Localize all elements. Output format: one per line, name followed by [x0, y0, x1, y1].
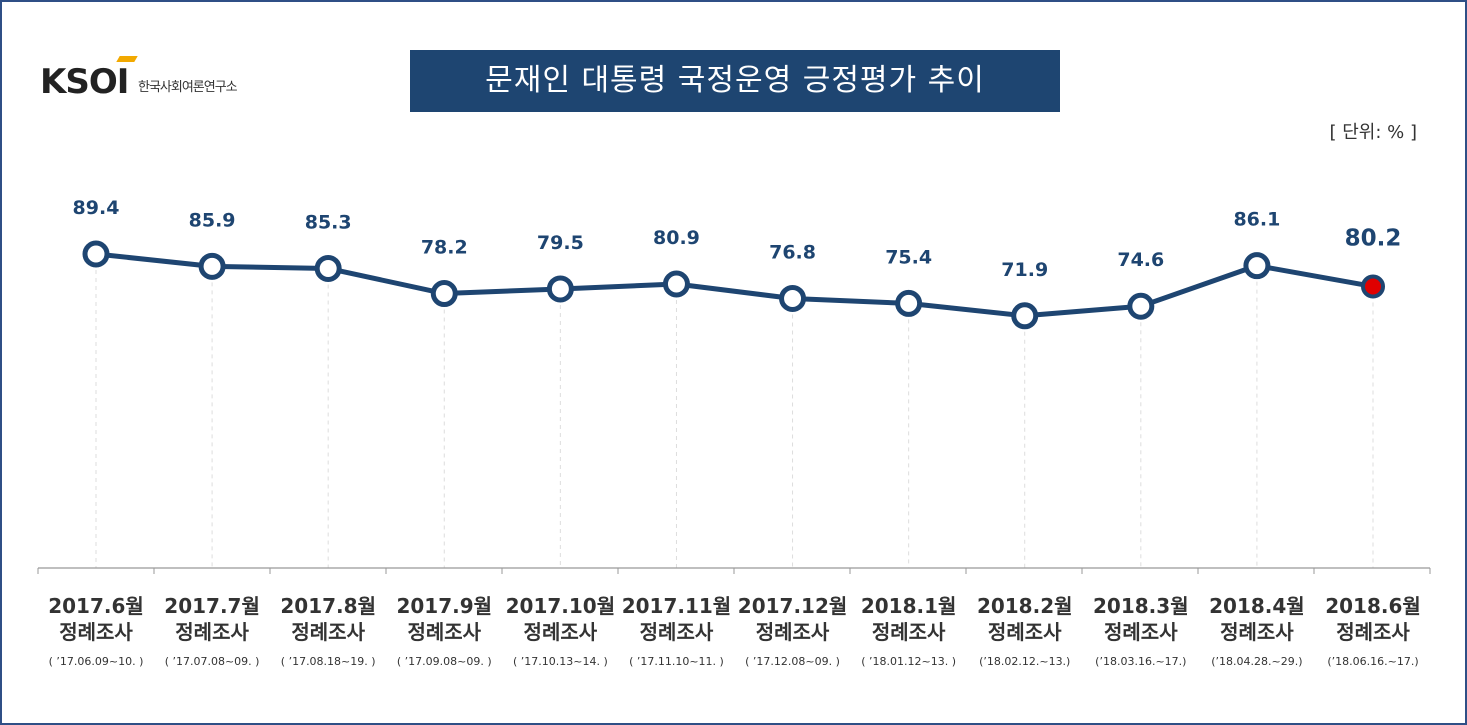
data-label: 76.8	[769, 241, 816, 263]
data-point-marker	[198, 252, 226, 280]
x-tick-label-dates: ( ’17.12.08~09. )	[745, 655, 840, 668]
data-point-marker	[546, 275, 574, 303]
chart-title: 문재인 대통령 국정운영 긍정평가 추이	[410, 50, 1060, 112]
x-tick-label-dates: ( ’17.07.08~09. )	[165, 655, 260, 668]
x-tick-label-month: 2017.9월	[396, 594, 492, 618]
data-point-marker	[1243, 252, 1271, 280]
x-tick-label-month: 2017.8월	[280, 594, 376, 618]
logo-org-name: 한국사회여론연구소	[138, 80, 238, 95]
x-tick-label-survey: 정례조사	[175, 620, 249, 644]
x-tick-label-survey: 정례조사	[291, 620, 365, 644]
data-label: 78.2	[421, 237, 468, 259]
x-tick-label-dates: ( ’17.10.13~14. )	[513, 655, 608, 668]
x-tick-label-survey: 정례조사	[59, 620, 133, 644]
x-tick-label-dates: (’18.03.16.~17.)	[1095, 655, 1186, 668]
logo-mark: KSOI	[40, 62, 129, 102]
data-point-marker	[779, 284, 807, 312]
x-tick-label-dates: ( ’17.06.09~10. )	[49, 655, 144, 668]
data-label: 71.9	[1001, 259, 1048, 281]
x-tick-label-survey: 정례조사	[640, 620, 714, 644]
x-tick-label-month: 2017.10월	[506, 594, 616, 618]
data-point-marker	[82, 240, 110, 268]
data-point-marker	[895, 289, 923, 317]
data-label: 75.4	[885, 246, 932, 268]
series-line	[95, 251, 1374, 319]
x-tick-label-survey: 정례조사	[1336, 620, 1410, 644]
x-tick-label-month: 2018.6월	[1325, 594, 1421, 618]
x-tick-label-dates: (’18.06.16.~17.)	[1327, 655, 1418, 668]
data-point-marker	[1127, 292, 1155, 320]
x-tick-label-dates: (’18.04.28.~29.)	[1211, 655, 1302, 668]
x-tick-label-dates: ( ’17.09.08~09. )	[397, 655, 492, 668]
data-point-marker	[1361, 274, 1385, 299]
data-label: 74.6	[1117, 249, 1164, 271]
x-tick-label-month: 2018.2월	[977, 594, 1073, 618]
data-point-marker	[314, 254, 342, 282]
data-label: 89.4	[73, 197, 120, 219]
x-tick-label-survey: 정례조사	[988, 620, 1062, 644]
data-label: 80.9	[653, 227, 700, 249]
data-label: 85.3	[305, 211, 352, 233]
x-tick-label-month: 2017.7월	[164, 594, 260, 618]
data-label: 79.5	[537, 232, 584, 254]
data-label: 86.1	[1233, 209, 1280, 231]
x-tick-label-month: 2018.3월	[1093, 594, 1189, 618]
x-tick-label-month: 2018.1월	[861, 594, 957, 618]
data-point-marker	[1011, 302, 1039, 330]
x-tick-label-survey: 정례조사	[407, 620, 481, 644]
x-tick-label-dates: ( ’18.01.12~13. )	[861, 655, 956, 668]
unit-label: [ 단위: % ]	[1329, 122, 1418, 143]
x-tick-label-dates: ( ’17.11.10~11. )	[629, 655, 724, 668]
data-label: 85.9	[189, 209, 236, 231]
x-tick-label-dates: (’18.02.12.~13.)	[979, 655, 1070, 668]
x-tick-label-month: 2017.11월	[622, 594, 732, 618]
x-tick-label-survey: 정례조사	[756, 620, 830, 644]
x-tick-label-survey: 정례조사	[1104, 620, 1178, 644]
x-tick-label-month: 2017.12월	[738, 594, 848, 618]
data-label: 80.2	[1345, 225, 1402, 251]
x-tick-label-month: 2017.6월	[48, 594, 144, 618]
x-tick-label-survey: 정례조사	[872, 620, 946, 644]
data-point-marker	[662, 270, 690, 298]
x-tick-label-month: 2018.4월	[1209, 594, 1305, 618]
data-point-marker	[430, 280, 458, 308]
x-tick-label-survey: 정례조사	[1220, 620, 1294, 644]
x-tick-label-survey: 정례조사	[524, 620, 598, 644]
x-tick-label-dates: ( ’17.08.18~19. )	[281, 655, 376, 668]
